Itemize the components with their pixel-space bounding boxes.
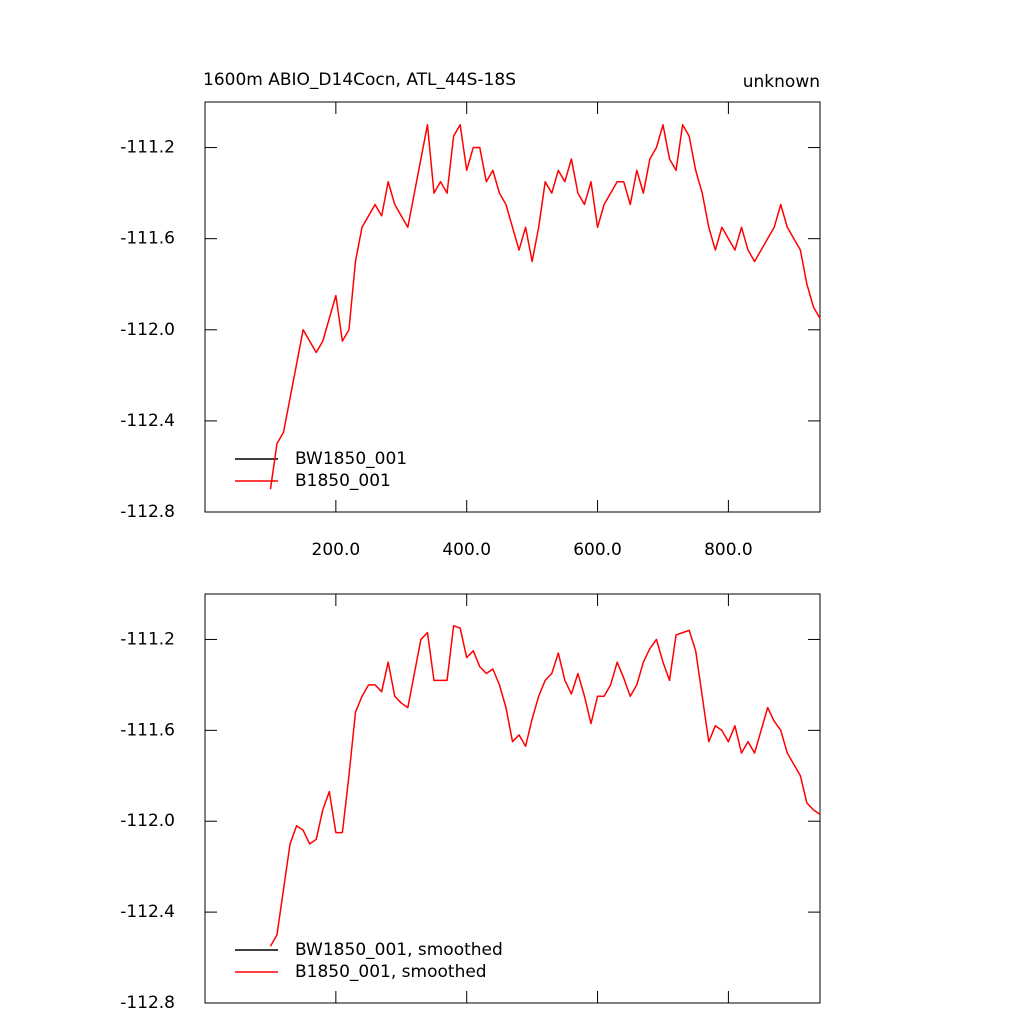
y-tick-label: -111.2 — [120, 138, 175, 158]
x-tick-label: 800.0 — [704, 540, 753, 560]
legend-label: BW1850_001, smoothed — [295, 940, 503, 960]
y-tick-label: -112.0 — [120, 320, 175, 340]
y-tick-label: -111.6 — [120, 229, 175, 249]
x-tick-label: 200.0 — [312, 540, 361, 560]
data-line — [269, 625, 821, 947]
legend-label: BW1850_001 — [295, 449, 407, 469]
y-tick-label: -112.8 — [120, 502, 175, 522]
x-tick-label: 600.0 — [573, 540, 622, 560]
plot-frame — [204, 101, 821, 513]
chart-subtitle: unknown — [743, 72, 820, 92]
y-tick-label: -112.8 — [120, 993, 175, 1013]
y-tick-label: -112.4 — [120, 411, 175, 431]
y-tick-label: -112.0 — [120, 811, 175, 831]
legend-label: B1850_001, smoothed — [295, 962, 487, 982]
y-tick-label: -111.2 — [120, 629, 175, 649]
x-tick-label: 400.0 — [442, 540, 491, 560]
legend-label: B1850_001 — [295, 471, 391, 491]
chart-title: 1600m ABIO_D14Cocn, ATL_44S-18S — [203, 70, 516, 90]
y-tick-label: -111.6 — [120, 720, 175, 740]
data-line — [269, 124, 821, 490]
y-tick-label: -112.4 — [120, 902, 175, 922]
plot-frame — [204, 593, 821, 1004]
